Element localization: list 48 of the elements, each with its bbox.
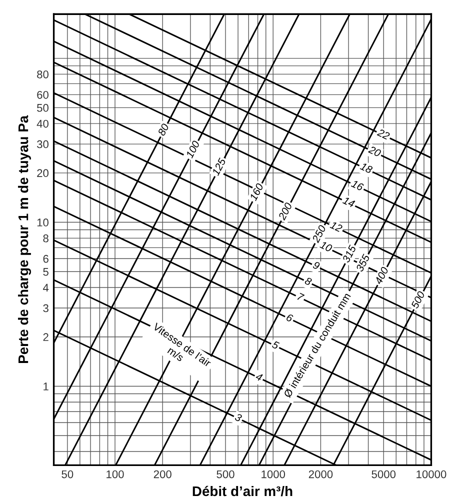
text: 16: [350, 180, 364, 192]
y-tick-label: 8: [43, 234, 48, 242]
text: 500: [410, 290, 426, 310]
x-tick-label: 1000: [262, 470, 286, 478]
text: 100: [186, 140, 200, 159]
text: 80: [158, 122, 170, 136]
y-tick-label: 10: [37, 218, 48, 226]
x-tick-label: 5000: [372, 470, 396, 478]
text: 12: [330, 220, 343, 232]
text: 9: [312, 261, 320, 270]
x-tick-label: 10000: [416, 470, 446, 478]
text: 3: [234, 413, 242, 422]
text: 6: [286, 313, 294, 322]
text: 400: [374, 266, 389, 285]
text: 8: [304, 276, 312, 286]
x-tick-label: 200: [154, 470, 172, 478]
text: 160: [249, 182, 264, 202]
y-tick-label: 2: [43, 333, 48, 341]
text: 250: [312, 224, 326, 244]
x-tick-label: 50: [62, 470, 74, 478]
y-tick-label: 20: [37, 169, 48, 178]
text: 5: [272, 340, 280, 350]
y-tick-label: 1: [44, 382, 48, 390]
text: 22: [376, 128, 390, 140]
text: 4: [255, 372, 263, 382]
text: 20: [368, 146, 382, 158]
text: 315: [342, 244, 356, 264]
y-tick-label: 50: [37, 104, 48, 112]
y-axis-title: Perte de charge pour 1 m de tuyau Pa: [18, 115, 32, 363]
y-tick-label: 30: [36, 140, 48, 148]
y-tick-label: 3: [43, 304, 48, 312]
y-tick-label: 4: [43, 284, 49, 292]
y-tick-label: 60: [37, 90, 48, 99]
x-tick-label: 500: [216, 470, 234, 478]
x-tick-label: 100: [106, 470, 124, 478]
x-axis-title: Débit d’air m³/h: [192, 486, 292, 496]
text: 10: [320, 240, 333, 252]
x-tick-label: 2000: [308, 470, 333, 478]
text: 7: [297, 292, 305, 302]
text: 355: [356, 254, 370, 272]
text: 18: [360, 162, 374, 174]
y-tick-label: 80: [37, 70, 48, 78]
text: 125: [212, 157, 226, 176]
y-tick-label: 5: [43, 268, 48, 276]
text: 14: [342, 196, 356, 208]
text: 200: [278, 202, 292, 221]
y-tick-label: 40: [36, 120, 48, 128]
y-tick-label: 6: [43, 254, 48, 263]
